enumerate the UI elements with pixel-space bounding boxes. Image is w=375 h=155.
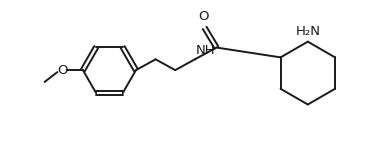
Text: H₂N: H₂N	[295, 25, 320, 38]
Text: NH: NH	[196, 44, 216, 57]
Text: O: O	[198, 10, 209, 23]
Text: O: O	[57, 64, 68, 77]
